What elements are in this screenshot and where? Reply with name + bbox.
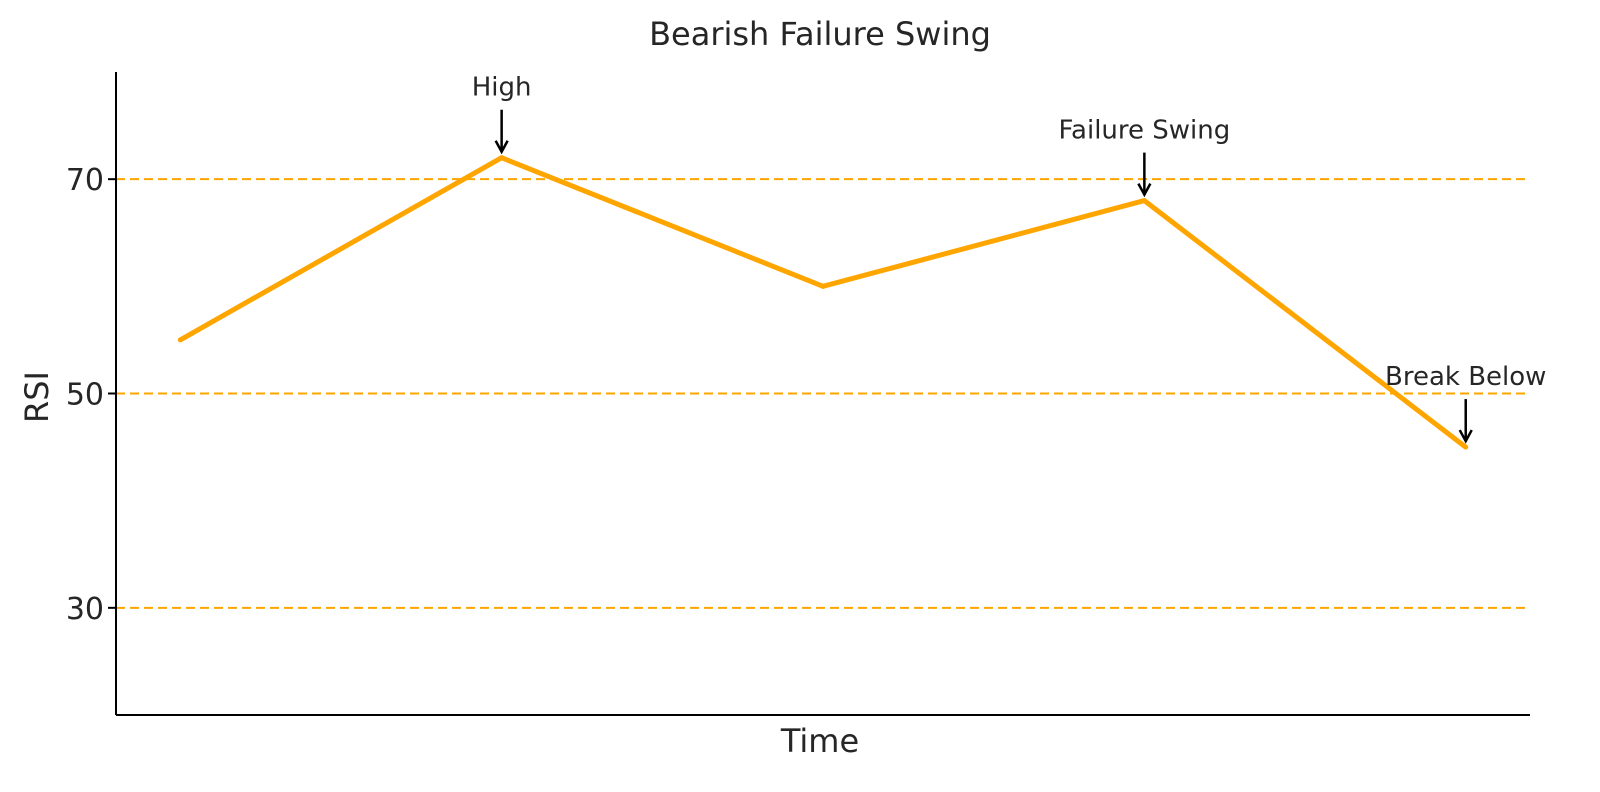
y-tick-label: 50	[66, 378, 104, 413]
y-tick-label: 70	[66, 163, 104, 198]
annotation-arrowhead	[494, 140, 509, 155]
y-tick-label: 30	[66, 592, 104, 627]
rsi-data-point	[1141, 198, 1147, 204]
rsi-data-point	[499, 155, 505, 161]
chart-title: Bearish Failure Swing	[649, 15, 991, 53]
rsi-data-point	[1463, 444, 1469, 450]
rsi-series-line	[179, 155, 1468, 450]
annotation-label: Failure Swing	[1058, 116, 1230, 146]
annotations: High Failure Swing Break Below	[472, 73, 1546, 444]
x-axis-label: Time	[780, 722, 859, 760]
y-axis-label: RSI	[18, 371, 56, 423]
annotation-label: High	[472, 73, 532, 103]
rsi-data-point	[820, 283, 826, 289]
annotation-label: Break Below	[1385, 362, 1546, 392]
series-group	[177, 155, 1469, 450]
rsi-data-point	[177, 337, 183, 343]
reference-lines	[116, 178, 1530, 609]
y-ticks: 30 50 70	[66, 163, 116, 627]
annotation-arrowhead	[1137, 183, 1152, 198]
annotation-arrowhead	[1458, 429, 1473, 444]
